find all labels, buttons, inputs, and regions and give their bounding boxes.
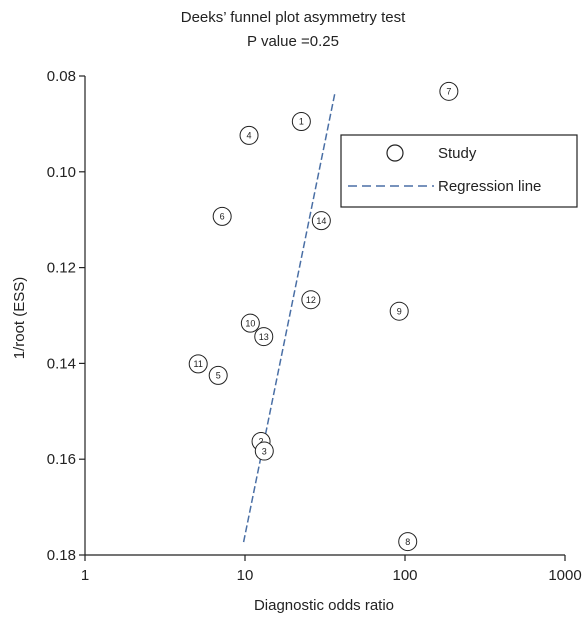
study-label: 13	[259, 332, 269, 342]
study-point: 14	[311, 211, 331, 231]
chart-title: Deeks’ funnel plot asymmetry test	[180, 9, 406, 26]
legend: Study Regression line	[340, 134, 578, 208]
y-tick-label: 0.14	[47, 355, 76, 372]
study-marker	[311, 211, 331, 231]
study-label: 10	[245, 318, 255, 328]
study-marker	[239, 125, 259, 145]
study-marker	[389, 301, 409, 321]
study-marker	[208, 365, 228, 385]
legend-study-label: Study	[438, 145, 477, 162]
x-tick-label: 100	[392, 567, 417, 584]
x-ticks: 1 10 100 1000	[81, 555, 582, 584]
study-marker	[254, 327, 274, 347]
study-marker	[301, 290, 321, 310]
study-marker	[439, 81, 459, 101]
study-label: 6	[220, 212, 225, 222]
study-label: 3	[262, 446, 267, 456]
x-axis-title: Diagnostic odds ratio	[254, 597, 394, 614]
study-point: 13	[254, 327, 274, 347]
study-point: 11	[188, 354, 208, 374]
y-ticks: 0.08 0.10 0.12 0.14 0.16 0.18	[47, 68, 85, 564]
study-label: 4	[247, 131, 252, 141]
study-point: 3	[254, 441, 274, 461]
legend-regression-label: Regression line	[438, 178, 541, 195]
study-point: 7	[439, 81, 459, 101]
y-axis-title: 1/root (ESS)	[11, 277, 28, 360]
study-label: 2	[259, 437, 264, 447]
legend-box	[340, 134, 578, 208]
x-tick-label: 10	[237, 567, 254, 584]
study-marker	[188, 354, 208, 374]
chart-subtitle: P value =0.25	[247, 33, 339, 50]
study-point: 5	[208, 365, 228, 385]
y-tick-label: 0.12	[47, 260, 76, 277]
y-tick-label: 0.08	[47, 68, 76, 85]
study-marker	[212, 206, 232, 226]
x-tick-label: 1000	[548, 567, 581, 584]
study-label: 14	[316, 216, 326, 226]
y-tick-label: 0.16	[47, 451, 76, 468]
y-tick-label: 0.18	[47, 547, 76, 564]
regression-line	[242, 92, 336, 543]
study-point: 1	[291, 112, 311, 132]
x-tick-label: 1	[81, 567, 89, 584]
study-label: 9	[397, 306, 402, 316]
study-point: 4	[239, 125, 259, 145]
study-marker	[254, 441, 274, 461]
study-point: 9	[389, 301, 409, 321]
axes: 1 10 100 1000 0.08 0.10 0.12 0.14 0.16 0.18	[47, 68, 582, 584]
study-point: 12	[301, 290, 321, 310]
y-tick-label: 0.10	[47, 164, 76, 181]
study-label: 1	[299, 117, 304, 127]
study-marker	[240, 313, 260, 333]
study-label: 8	[405, 537, 410, 547]
study-point: 8	[398, 532, 418, 552]
study-marker	[291, 112, 311, 132]
legend-study-marker	[386, 144, 404, 162]
study-label: 5	[216, 371, 221, 381]
study-point: 10	[240, 313, 260, 333]
study-label: 12	[306, 295, 316, 305]
study-label: 11	[194, 359, 203, 369]
study-marker	[398, 532, 418, 552]
study-point: 6	[212, 206, 232, 226]
study-label: 7	[446, 87, 451, 97]
